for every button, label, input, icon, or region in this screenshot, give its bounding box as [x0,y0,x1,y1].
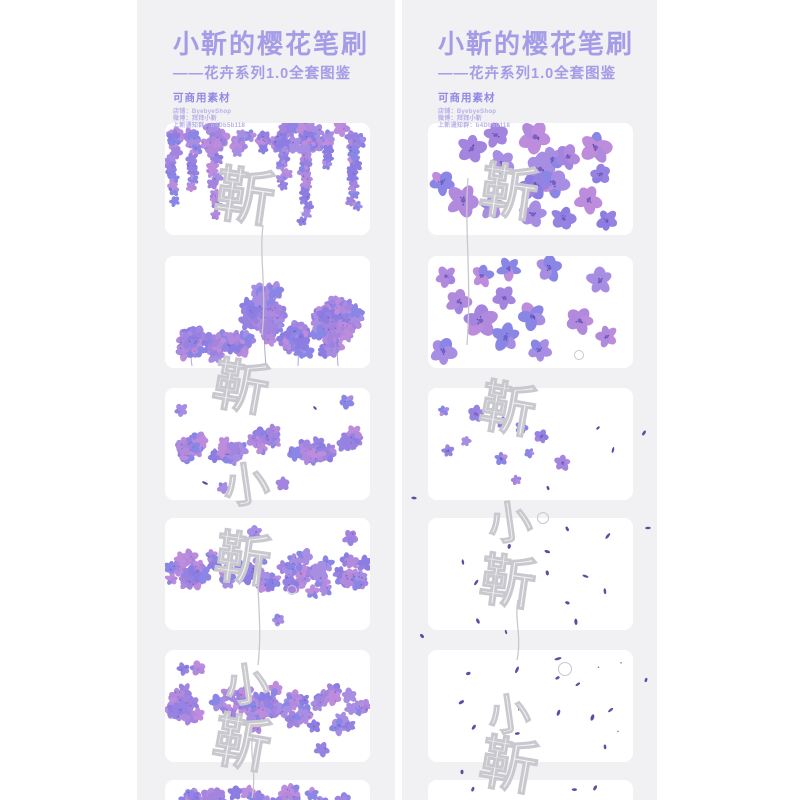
brush-panel-small-blossom-scatter-brush [428,388,633,500]
shop-name-line: 店铺：ByebyeShop [438,108,497,115]
sheet-header: 小靳的樱花笔刷 ——花卉系列1.0全套图鉴 可商用素材 店铺：ByebyeSho… [438,0,647,130]
shop-info: 店铺：ByebyeShop 微博：拜拜小靳 上新通知群：b4Db5b118 [438,109,647,130]
page-subtitle: ——花卉系列1.0全套图鉴 [173,65,352,82]
brush-panel-petals-brush-cropped [428,780,633,800]
brush-sample-image [461,526,611,625]
brush-panel-scattered-blossoms-brush [428,123,633,235]
brush-panel-scattered-blossoms-brush-2 [428,256,633,368]
page-title: 小靳的樱花笔刷 [438,29,635,59]
brush-panel-hanging-blossom-garland-brush [165,123,370,235]
weibo-line: 微博：拜拜小靳 [173,115,218,122]
page-subtitle: ——花卉系列1.0全套图鉴 [438,65,617,82]
shop-name-line: 店铺：ByebyeShop [173,108,232,115]
brush-panel-blossom-cluster-brush-cropped [165,780,370,800]
weibo-line: 微博：拜拜小靳 [438,115,483,122]
brush-sample-image [165,123,367,226]
brush-panel-falling-petals-brush [428,518,633,630]
brush-sample-image [429,123,618,231]
shop-info: 店铺：ByebyeShop 微博：拜拜小靳 上新通知群：b4Db5b118 [173,109,385,130]
commercial-use-badge: 可商用素材 [438,91,496,104]
group-line: 上新通知群：b4Db5b118 [173,122,246,129]
brush-panels-left [137,0,395,800]
sheet-header: 小靳的樱花笔刷 ——花卉系列1.0全套图鉴 可商用素材 店铺：ByebyeSho… [173,0,385,130]
brush-sample-image [174,394,364,494]
brush-sample-image [437,404,615,491]
brush-sample-image [165,525,370,627]
group-line: 上新通知群：b4Db5b118 [438,122,511,129]
commercial-use-badge: 可商用素材 [173,91,231,104]
brush-panels-right [402,0,657,800]
brush-panel-blossom-bush-brush [165,256,370,368]
page-title: 小靳的樱花笔刷 [173,29,370,59]
brush-sample-image [430,256,617,365]
brush-sample-image [471,785,598,792]
brush-sample-image [178,782,351,800]
brush-sample-image [175,281,365,367]
product-sheet-right: 小靳的樱花笔刷 ——花卉系列1.0全套图鉴 可商用素材 店铺：ByebyeSho… [402,0,657,800]
brush-panel-falling-petals-brush-2 [428,650,633,762]
brush-panel-dense-blossom-band-brush [165,518,370,630]
brush-panel-blossom-branch-brush [165,388,370,500]
brush-sample-image [458,657,622,754]
product-sheet-left: 小靳的樱花笔刷 ——花卉系列1.0全套图鉴 可商用素材 店铺：ByebyeSho… [137,0,395,800]
brush-panel-dense-blossom-band-brush-2 [165,650,370,762]
brush-sample-image [165,660,370,758]
